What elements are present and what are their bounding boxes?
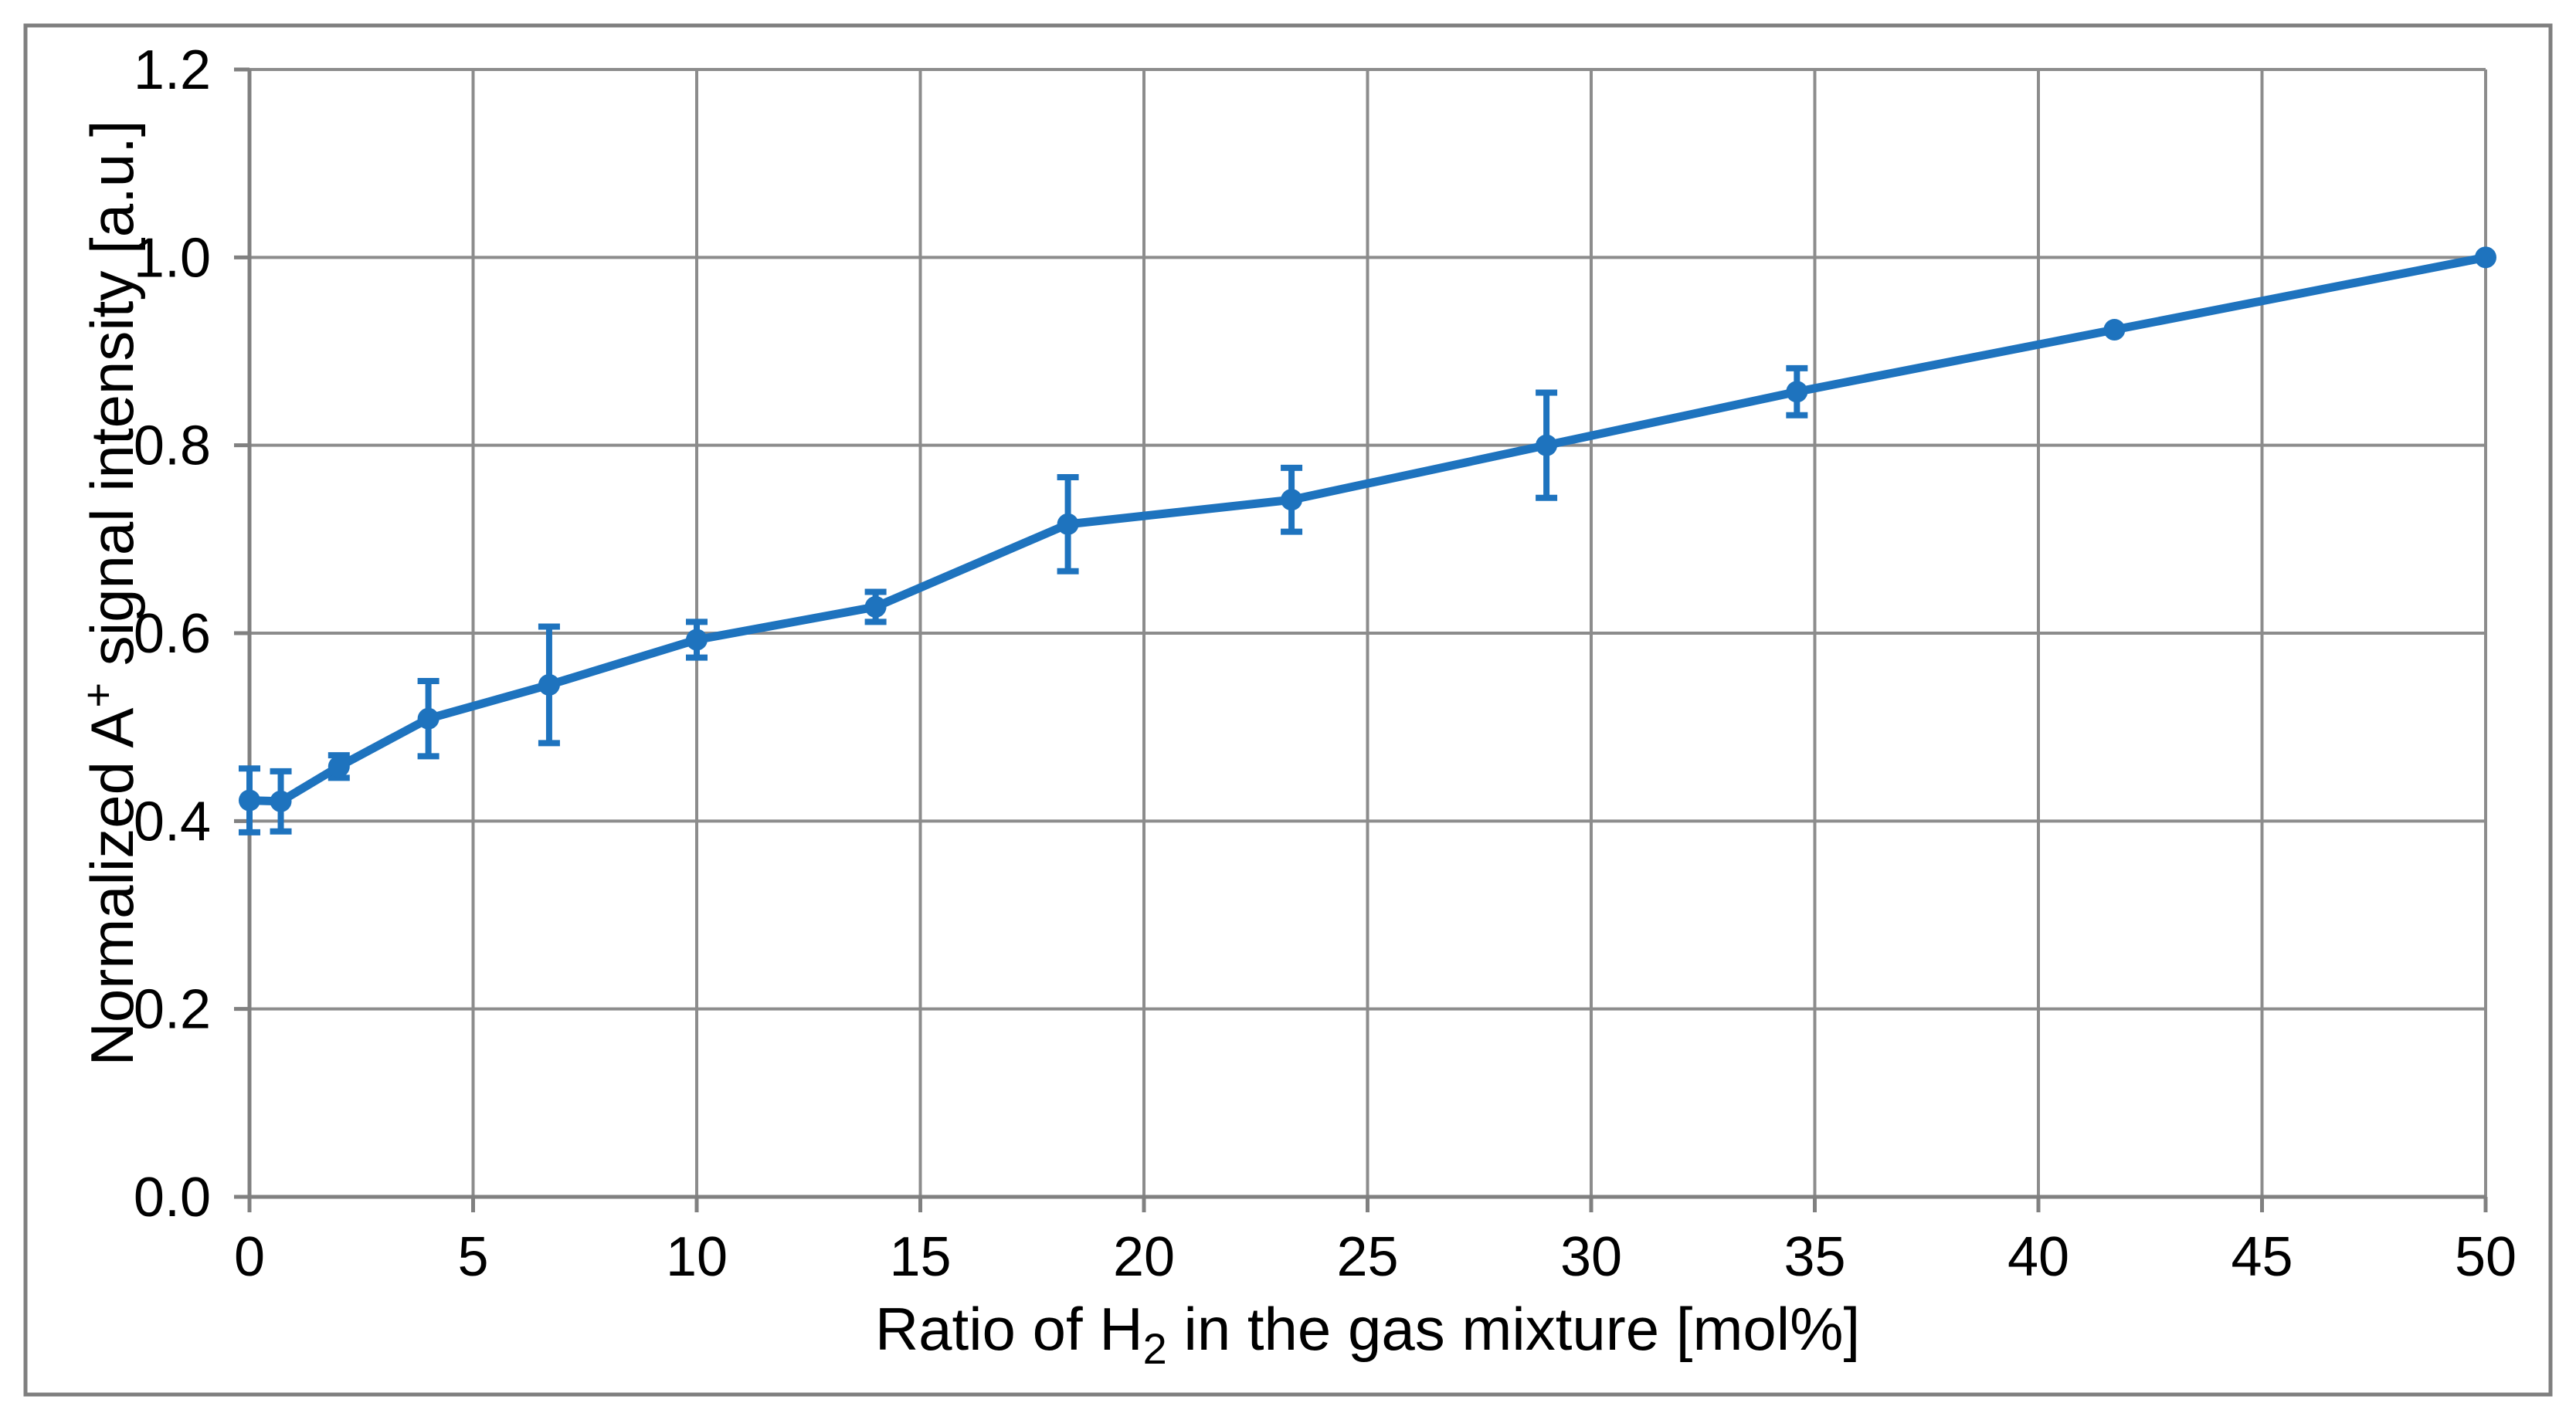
axis-titles: Ratio of H2 in the gas mixture [mol%] Nor… [73, 120, 1860, 1373]
data-point-markers [239, 246, 2496, 812]
x-tick-label: 0 [234, 1226, 265, 1288]
x-tick-label: 25 [1336, 1226, 1398, 1288]
data-point-marker [1536, 434, 1558, 456]
y-tick-label: 0.0 [134, 1167, 211, 1229]
x-tick-label: 20 [1113, 1226, 1175, 1288]
axis-lines [247, 69, 2486, 1199]
y-tick-label: 0.2 [134, 979, 211, 1041]
x-tick-labels: 0 5 10 15 20 25 30 35 40 45 50 [234, 1226, 2517, 1288]
data-point-marker [417, 707, 440, 730]
data-point-marker [2103, 319, 2126, 341]
x-tick-label: 35 [1784, 1226, 1845, 1288]
axis-ticks [234, 67, 2488, 1212]
y-tick-label: 0.6 [134, 603, 211, 665]
y-tick-label: 1.0 [134, 227, 211, 289]
data-point-marker [270, 790, 292, 812]
x-tick-label: 45 [2231, 1226, 2293, 1288]
x-tick-label: 40 [2008, 1226, 2069, 1288]
figure-border [23, 23, 2553, 1397]
x-gridlines [248, 69, 2487, 1197]
x-tick-label: 50 [2455, 1226, 2517, 1288]
y-tick-label: 0.8 [134, 415, 211, 477]
data-point-marker [1786, 381, 1808, 403]
data-point-marker [1281, 489, 1303, 511]
y-axis-title: Normalized A+ signal intensity [a.u.] [73, 120, 146, 1066]
x-tick-label: 15 [889, 1226, 951, 1288]
x-tick-label: 5 [457, 1226, 488, 1288]
x-tick-label: 30 [1560, 1226, 1622, 1288]
data-point-marker [538, 673, 560, 696]
data-point-marker [2475, 246, 2496, 269]
y-tick-label: 1.2 [134, 39, 211, 101]
data-point-marker [328, 755, 350, 778]
data-point-marker [864, 595, 887, 618]
y-tick-label: 0.4 [134, 791, 211, 852]
data-point-marker [686, 629, 708, 651]
y-tick-labels: 0.0 0.2 0.4 0.6 0.8 1.0 1.2 [134, 39, 211, 1229]
data-point-marker [1057, 513, 1079, 535]
data-point-marker [239, 789, 260, 812]
x-axis-title: Ratio of H2 in the gas mixture [mol%] [875, 1295, 1860, 1373]
x-tick-label: 10 [666, 1226, 728, 1288]
